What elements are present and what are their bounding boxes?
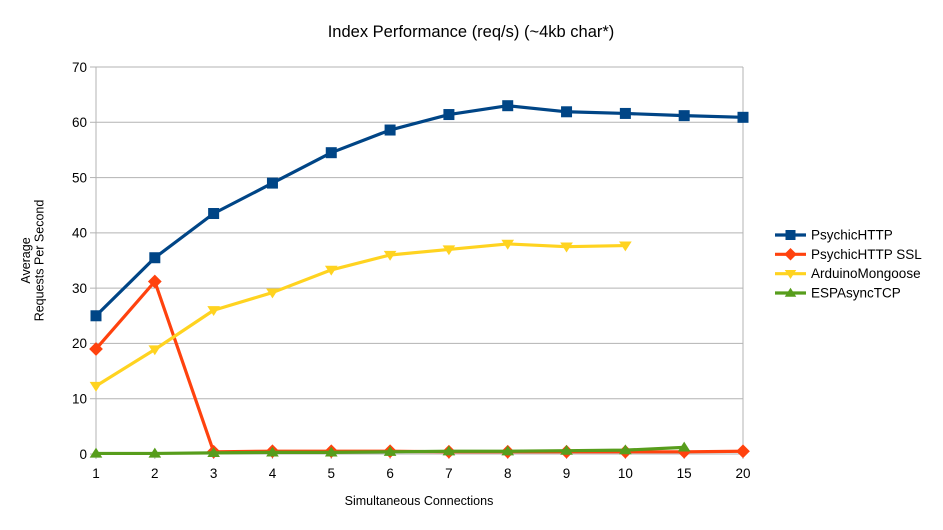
legend-item-psychichttp: PsychicHTTP	[775, 228, 893, 243]
marker-psychichttp	[208, 208, 220, 220]
x-axis-title: Simultaneous Connections	[345, 494, 494, 508]
x-tick-label: 1	[92, 466, 100, 481]
y-tick-label: 10	[72, 392, 87, 407]
series-psychichttp	[90, 100, 749, 322]
marker-arduinomongoose	[383, 250, 397, 261]
legend-item-arduinomongoose: ArduinoMongoose	[775, 266, 921, 281]
legend-item-espasynctcp: ESPAsyncTCP	[775, 286, 901, 301]
marker-arduinomongoose	[501, 239, 515, 250]
marker-espasynctcp	[560, 444, 573, 455]
legend-symbol-psychichttp	[785, 230, 796, 240]
marker-psychichttp	[443, 109, 455, 121]
legend: PsychicHTTP PsychicHTTP SSL ArduinoMongo…	[775, 228, 922, 301]
chart-title: Index Performance (req/s) (~4kb char*)	[328, 23, 615, 41]
legend-label: ArduinoMongoose	[811, 266, 921, 281]
marker-arduinomongoose	[619, 241, 632, 252]
marker-psychichttp	[619, 107, 631, 119]
legend-marker-psychichttp	[775, 230, 806, 240]
marker-psychichttp	[502, 100, 514, 112]
marker-arduinomongoose	[324, 265, 338, 276]
series-arduinomongoose	[89, 239, 632, 392]
line-arduinomongoose	[94, 242, 627, 388]
legend-symbol-espasynctcp	[784, 287, 797, 297]
y-tick-label: 30	[72, 281, 87, 296]
y-tick-label: 40	[72, 226, 87, 241]
legend-symbol-psychichttp-ssl	[784, 248, 797, 261]
marker-psychichttp	[678, 110, 690, 122]
x-tick-label: 2	[151, 466, 159, 481]
marker-psychichttp	[384, 124, 396, 136]
y-tick-label: 0	[79, 447, 87, 462]
marker-espasynctcp	[383, 446, 397, 456]
marker-espasynctcp	[148, 447, 162, 458]
line-psychichttp	[94, 104, 745, 318]
series-espasynctcp	[89, 441, 691, 458]
marker-espasynctcp	[207, 447, 220, 458]
marker-espasynctcp	[677, 441, 691, 452]
marker-espasynctcp	[324, 446, 338, 457]
marker-espasynctcp	[619, 444, 632, 455]
x-tick-label: 4	[269, 466, 277, 481]
marker-arduinomongoose	[148, 345, 162, 356]
marker-espasynctcp	[501, 445, 515, 456]
y-gridlines	[96, 66, 743, 455]
legend-marker-psychichttp-ssl	[775, 248, 806, 261]
legend-label: PsychicHTTP	[811, 228, 893, 243]
y-axis-title-line-1: Average	[19, 237, 33, 283]
axis-ticks	[90, 66, 744, 459]
marker-psychichttp-ssl	[736, 444, 750, 459]
marker-psychichttp	[266, 177, 278, 189]
marker-espasynctcp	[89, 447, 103, 458]
y-tick-label: 70	[72, 60, 87, 75]
legend-label: PsychicHTTP SSL	[811, 247, 922, 262]
marker-psychichttp	[149, 252, 161, 264]
x-tick-label: 9	[563, 466, 571, 481]
legend-label: ESPAsyncTCP	[811, 286, 901, 301]
marker-espasynctcp	[266, 446, 279, 457]
plot-area: 0 10 20 30 40 50 60 70 1 2 3 4 5 6 7 8 9 10 15 20	[72, 60, 751, 481]
y-tick-label: 20	[72, 336, 87, 351]
y-tick-label: 60	[72, 115, 87, 130]
legend-marker-espasynctcp	[775, 287, 806, 297]
line-psychichttp-ssl	[94, 279, 745, 454]
series-psychichttp-ssl	[89, 274, 750, 459]
marker-psychichttp	[325, 147, 337, 159]
y-tick-labels: 0 10 20 30 40 50 60 70	[72, 60, 87, 462]
legend-marker-arduinomongoose	[775, 269, 806, 279]
x-tick-label: 8	[504, 466, 512, 481]
marker-psychichttp	[561, 106, 573, 118]
x-tick-label: 10	[618, 466, 633, 481]
marker-arduinomongoose	[560, 242, 573, 253]
x-tick-label: 20	[735, 466, 750, 481]
marker-arduinomongoose	[207, 306, 220, 317]
x-tick-label: 3	[210, 466, 218, 481]
marker-psychichttp-ssl	[89, 342, 103, 356]
x-tick-label: 5	[328, 466, 336, 481]
marker-arduinomongoose	[266, 288, 279, 299]
marker-arduinomongoose	[89, 381, 103, 392]
x-tick-label: 15	[677, 466, 692, 481]
x-tick-label: 7	[445, 466, 453, 481]
marker-espasynctcp	[442, 445, 456, 456]
marker-psychichttp	[90, 310, 102, 322]
x-tick-label: 6	[386, 466, 394, 481]
y-axis-title-line-2: Requests Per Second	[33, 200, 47, 322]
marker-psychichttp-ssl	[147, 274, 162, 289]
marker-psychichttp	[737, 111, 749, 123]
marker-arduinomongoose	[442, 245, 456, 256]
legend-item-psychichttp-ssl: PsychicHTTP SSL	[775, 247, 922, 262]
x-tick-labels: 1 2 3 4 5 6 7 8 9 10 15 20	[92, 466, 750, 481]
y-tick-label: 50	[72, 170, 87, 185]
legend-symbol-arduinomongoose	[784, 269, 797, 279]
